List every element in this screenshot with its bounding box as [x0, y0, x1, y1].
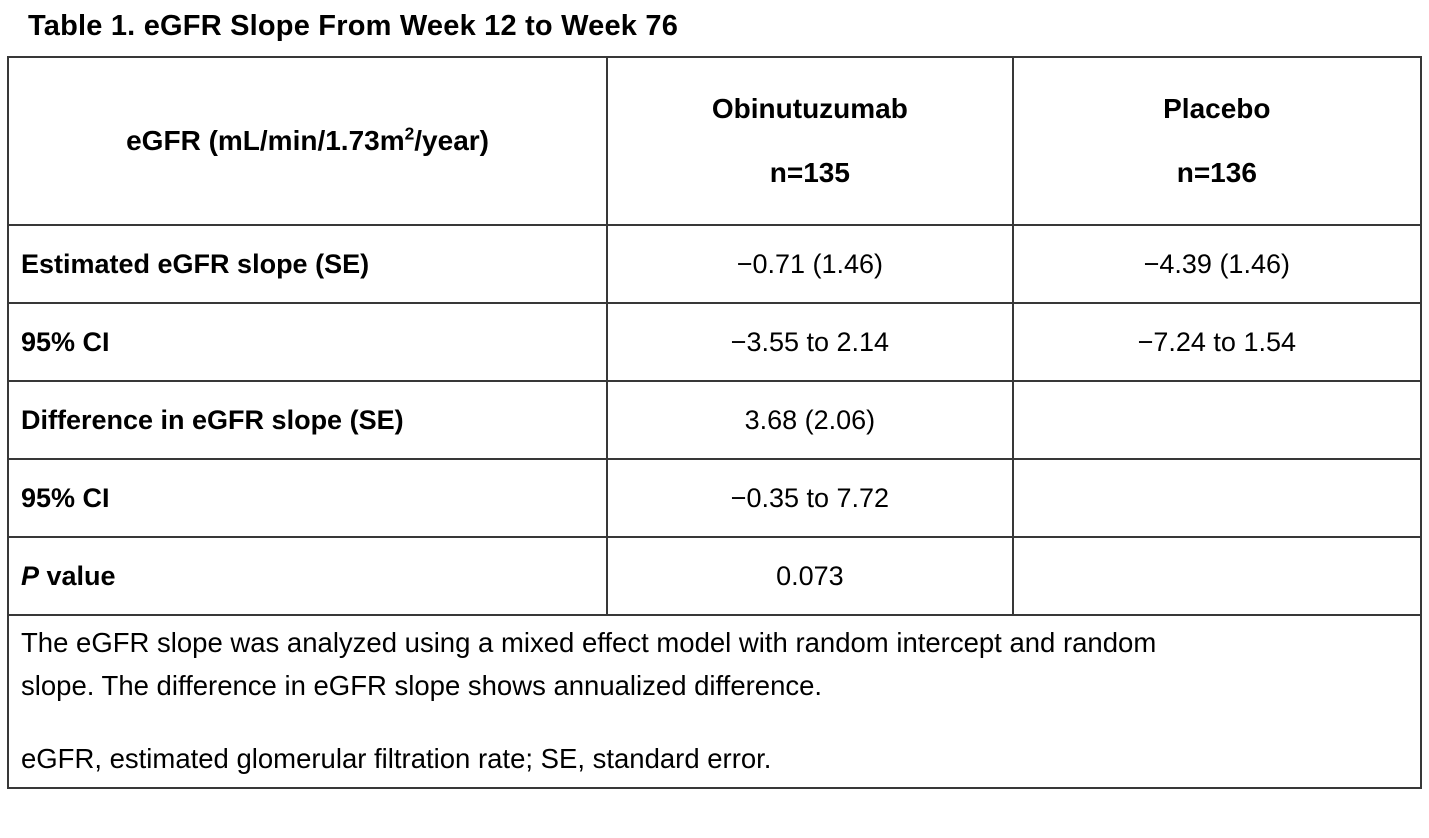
placebo-label: Placebo: [1163, 93, 1271, 125]
column-header-placebo: Placebo n=136: [1011, 56, 1423, 226]
column-header-obinutuzumab: Obinutuzumab n=135: [606, 56, 1014, 226]
egfr-unit-text: eGFR (mL/min/1.73m: [126, 125, 405, 156]
table-row-difference-ci: 95% CI −0.35 to 7.72: [6, 458, 1423, 538]
placebo-value: [1011, 380, 1423, 460]
column-header-egfr: eGFR (mL/min/1.73m2/year): [6, 56, 609, 226]
footnote-analysis: The eGFR slope was analyzed using a mixe…: [21, 627, 1157, 701]
egfr-slope-table: eGFR (mL/min/1.73m2/year) Obinutuzumab n…: [6, 56, 1423, 789]
table-row-p-value: P value 0.073: [6, 536, 1423, 616]
row-label: P value: [6, 536, 609, 616]
table-footnote: The eGFR slope was analyzed using a mixe…: [7, 614, 1422, 789]
egfr-unit-superscript: 2: [404, 123, 415, 144]
row-label: 95% CI: [6, 302, 609, 382]
header-row: eGFR (mL/min/1.73m2/year) Obinutuzumab n…: [6, 56, 1423, 226]
obinutuzumab-value: −0.71 (1.46): [606, 224, 1014, 304]
table-title: Table 1. eGFR Slope From Week 12 to Week…: [28, 10, 679, 42]
p-value-label-rest: value: [39, 560, 116, 591]
obinutuzumab-value: −0.35 to 7.72: [606, 458, 1014, 538]
obinutuzumab-value: 3.68 (2.06): [606, 380, 1014, 460]
table-row-slope-ci: 95% CI −3.55 to 2.14 −7.24 to 1.54: [6, 302, 1423, 382]
row-label: Estimated eGFR slope (SE): [6, 224, 609, 304]
table-row-difference: Difference in eGFR slope (SE) 3.68 (2.06…: [6, 380, 1423, 460]
p-value-label-italic: P: [21, 560, 40, 591]
row-label: 95% CI: [6, 458, 609, 538]
placebo-value: [1011, 536, 1423, 616]
placebo-value: −7.24 to 1.54: [1011, 302, 1423, 382]
obinutuzumab-value: −3.55 to 2.14: [606, 302, 1014, 382]
footnote-row: The eGFR slope was analyzed using a mixe…: [7, 614, 1422, 789]
egfr-unit-text-end: /year): [414, 125, 489, 156]
table-row-estimated-slope: Estimated eGFR slope (SE) −0.71 (1.46) −…: [6, 224, 1423, 304]
obinutuzumab-value: 0.073: [606, 536, 1014, 616]
placebo-value: [1011, 458, 1423, 538]
row-label: Difference in eGFR slope (SE): [6, 380, 609, 460]
footnote-abbreviations: eGFR, estimated glomerular filtration ra…: [21, 743, 772, 775]
placebo-n: n=136: [1176, 157, 1257, 188]
obinutuzumab-label: Obinutuzumab: [711, 93, 908, 125]
placebo-value: −4.39 (1.46): [1011, 224, 1423, 304]
obinutuzumab-n: n=135: [769, 157, 850, 188]
